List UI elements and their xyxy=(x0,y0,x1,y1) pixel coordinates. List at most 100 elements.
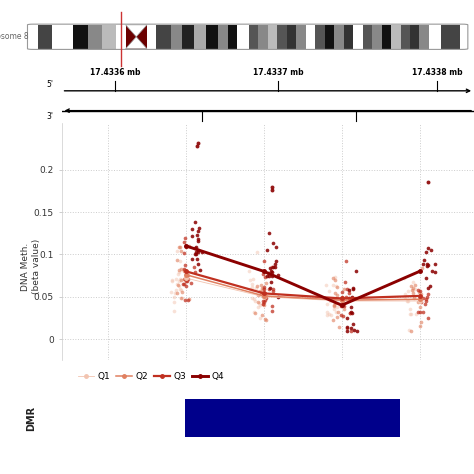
Point xyxy=(177,276,184,284)
Point xyxy=(184,271,191,279)
Point xyxy=(332,273,339,281)
Point xyxy=(266,284,274,292)
Point xyxy=(273,244,280,251)
Point xyxy=(425,178,432,186)
Text: 17.4338 mb: 17.4338 mb xyxy=(411,68,462,77)
Point xyxy=(417,298,425,306)
Point xyxy=(245,267,253,275)
Point xyxy=(259,300,267,308)
Bar xyxy=(102,25,116,49)
Point xyxy=(175,267,182,274)
Point xyxy=(410,294,418,302)
Point xyxy=(269,285,277,292)
Point xyxy=(269,287,277,295)
Point xyxy=(255,300,263,307)
Point xyxy=(193,231,201,239)
Bar xyxy=(334,25,344,49)
Point xyxy=(192,248,200,256)
Point xyxy=(172,275,180,283)
Point xyxy=(419,294,427,301)
Point xyxy=(329,281,337,289)
Point xyxy=(408,286,416,293)
Point xyxy=(415,298,422,306)
Point xyxy=(424,315,431,322)
Point xyxy=(258,311,265,319)
Point xyxy=(427,282,434,289)
Point xyxy=(268,302,275,310)
Point xyxy=(174,270,182,277)
Point xyxy=(248,280,256,288)
Point xyxy=(175,277,182,285)
Point xyxy=(272,257,279,264)
Bar xyxy=(171,25,182,49)
Bar xyxy=(38,25,52,49)
Point xyxy=(193,255,201,263)
Point xyxy=(171,293,178,301)
Point xyxy=(267,268,275,275)
Point xyxy=(176,283,183,290)
Point xyxy=(256,288,264,295)
Point xyxy=(331,300,339,307)
Bar xyxy=(126,25,147,49)
Point xyxy=(342,257,349,264)
Point xyxy=(259,291,267,299)
Point xyxy=(349,284,356,292)
Point xyxy=(170,298,178,306)
Point xyxy=(180,266,188,274)
Bar xyxy=(344,25,353,49)
Point xyxy=(191,268,199,276)
Point xyxy=(258,284,265,292)
Point xyxy=(340,313,347,320)
Point xyxy=(171,290,178,297)
Point xyxy=(177,285,184,292)
Point xyxy=(333,308,340,315)
Point xyxy=(333,291,341,299)
Point xyxy=(428,267,436,274)
Point xyxy=(322,281,330,289)
Point xyxy=(180,275,188,283)
Point xyxy=(334,308,342,316)
Point xyxy=(343,324,350,332)
Point xyxy=(173,280,181,288)
Point xyxy=(248,283,255,291)
Point xyxy=(416,322,424,330)
Point xyxy=(418,291,425,298)
Point xyxy=(347,294,355,301)
Point xyxy=(274,271,282,279)
Point xyxy=(262,294,269,301)
Point xyxy=(338,294,346,301)
Point xyxy=(194,246,201,254)
Point xyxy=(190,264,198,271)
Point xyxy=(268,268,275,275)
Point xyxy=(262,273,269,281)
Point xyxy=(260,298,268,306)
Point xyxy=(341,278,349,285)
Point xyxy=(338,293,346,301)
Point xyxy=(422,296,429,303)
Text: 17.4337 mb: 17.4337 mb xyxy=(253,68,303,77)
Point xyxy=(261,283,268,291)
Point xyxy=(424,291,432,298)
Point xyxy=(340,302,348,310)
Point xyxy=(406,305,414,313)
Point xyxy=(181,297,189,304)
Point xyxy=(423,261,431,268)
Point xyxy=(259,298,267,305)
Point xyxy=(261,296,269,304)
Point xyxy=(262,280,270,287)
Point xyxy=(353,267,360,275)
Polygon shape xyxy=(126,37,147,49)
Point xyxy=(269,239,276,246)
Point xyxy=(401,274,408,282)
Point xyxy=(268,263,275,270)
Bar xyxy=(325,25,334,49)
Point xyxy=(403,298,410,305)
Point xyxy=(182,243,190,251)
Point xyxy=(419,260,427,268)
Point xyxy=(177,243,184,250)
Point xyxy=(182,277,190,284)
Point xyxy=(346,309,354,317)
Text: 17.4336 mb: 17.4336 mb xyxy=(90,68,140,77)
Point xyxy=(195,224,203,232)
Point xyxy=(265,273,273,280)
